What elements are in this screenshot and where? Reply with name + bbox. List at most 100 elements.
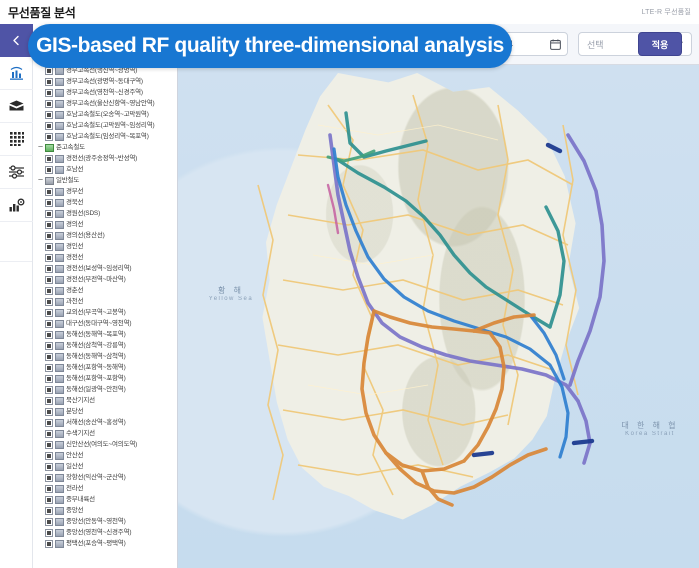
tree-item[interactable]: 수색기지선 — [36, 428, 175, 439]
collapse-sidebar-button[interactable] — [0, 24, 33, 57]
layer-checkbox[interactable] — [45, 253, 53, 262]
tree-item[interactable]: 중앙선 — [36, 505, 175, 516]
layer-checkbox[interactable] — [45, 198, 53, 207]
layer-checkbox[interactable] — [45, 429, 53, 438]
layer-checkbox[interactable] — [45, 517, 53, 526]
tree-item[interactable]: 동해선(삼척역~강릉역) — [36, 340, 175, 351]
layer-checkbox[interactable] — [45, 297, 53, 306]
tree-group[interactable]: ─ 준고속철도 — [36, 142, 175, 153]
layer-checkbox[interactable] — [45, 385, 53, 394]
tree-item[interactable]: 호남고속철도(고막원역~임성리역) — [36, 120, 175, 131]
tree-item[interactable]: 과천선 — [36, 296, 175, 307]
tree-item[interactable]: 신안산선(여의도~여의도역) — [36, 439, 175, 450]
layer-checkbox[interactable] — [45, 110, 53, 119]
layer-checkbox[interactable] — [45, 154, 53, 163]
sea-label-korea-strait: 대 한 해 협 Korea Strait — [607, 420, 693, 437]
tree-item[interactable]: 경전선(보성역~임성리역) — [36, 263, 175, 274]
layer-checkbox[interactable] — [45, 330, 53, 339]
tree-item[interactable]: 경전선 — [36, 252, 175, 263]
layer-checkbox[interactable] — [45, 99, 53, 108]
layer-checkbox[interactable] — [45, 451, 53, 460]
layer-checkbox[interactable] — [45, 528, 53, 537]
layer-checkbox[interactable] — [45, 77, 53, 86]
layer-checkbox[interactable] — [45, 264, 53, 273]
layer-checkbox[interactable] — [45, 187, 53, 196]
terrain-shading — [262, 73, 580, 520]
tree-item[interactable]: 경부고속선(광명역~동대구역) — [36, 76, 175, 87]
tree-item[interactable]: 경춘선 — [36, 285, 175, 296]
layer-checkbox[interactable] — [45, 242, 53, 251]
layer-checkbox[interactable] — [45, 319, 53, 328]
tree-item[interactable]: 경부고속선(영천역~신경주역) — [36, 87, 175, 98]
rail-item-matrix[interactable] — [0, 123, 33, 156]
tree-group[interactable]: ─ 일반철도 — [36, 175, 175, 186]
tree-item[interactable]: 경의선(용산선) — [36, 230, 175, 241]
layer-checkbox[interactable] — [45, 88, 53, 97]
layer-checkbox[interactable] — [45, 407, 53, 416]
layer-checkbox[interactable] — [45, 231, 53, 240]
tree-item[interactable]: 중앙선(영천역~신경주역) — [36, 527, 175, 538]
tree-item[interactable]: 동해선(동해역~삼척역) — [36, 351, 175, 362]
tree-item[interactable]: 호남선 — [36, 164, 175, 175]
rail-item-chart-settings[interactable] — [0, 189, 33, 222]
tree-item[interactable]: 호남고속철도(임성리역~목포역) — [36, 131, 175, 142]
layer-checkbox[interactable] — [45, 495, 53, 504]
rail-item-analytics[interactable] — [0, 57, 33, 90]
layer-checkbox[interactable] — [45, 341, 53, 350]
layer-checkbox[interactable] — [45, 121, 53, 130]
tree-item[interactable]: 일산선 — [36, 461, 175, 472]
tree-item[interactable]: 동해선(동해역~목포역) — [36, 329, 175, 340]
layer-checkbox[interactable] — [45, 308, 53, 317]
layer-checkbox[interactable] — [45, 396, 53, 405]
tree-item[interactable]: 경전선(광주송정역~반성역) — [36, 153, 175, 164]
layer-checkbox[interactable] — [45, 352, 53, 361]
tree-item[interactable]: 경인선 — [36, 241, 175, 252]
rail-item-report[interactable] — [0, 90, 33, 123]
layer-checkbox[interactable] — [45, 363, 53, 372]
tree-item[interactable]: 장항선(익산역~군산역) — [36, 472, 175, 483]
tree-toggle-icon[interactable]: ─ — [38, 176, 43, 184]
layer-checkbox[interactable] — [45, 165, 53, 174]
gis-map[interactable]: 황 해 Yellow Sea 대 한 해 협 Korea Strait — [178, 65, 699, 568]
layer-checkbox[interactable] — [45, 209, 53, 218]
tree-item[interactable]: 경의선 — [36, 219, 175, 230]
layer-checkbox[interactable] — [45, 286, 53, 295]
tree-item[interactable]: 안산선 — [36, 450, 175, 461]
layer-checkbox[interactable] — [45, 539, 53, 548]
tree-item[interactable]: 중부내륙선 — [36, 494, 175, 505]
rail-item-filters[interactable] — [0, 156, 33, 189]
tree-item[interactable]: 서해선(송산역~홍성역) — [36, 417, 175, 428]
tree-item[interactable]: 경부선 — [36, 186, 175, 197]
layer-checkbox[interactable] — [45, 374, 53, 383]
tree-item[interactable]: 묵산기지선 — [36, 395, 175, 406]
layer-tree-panel[interactable]: ─고속철도경부고속선(행신역~광명역)경부고속선(광명역~동대구역)경부고속선(… — [33, 24, 178, 568]
tree-item[interactable]: 대구선(동대구역~영천역) — [36, 318, 175, 329]
layer-checkbox[interactable] — [45, 506, 53, 515]
layer-checkbox[interactable] — [45, 220, 53, 229]
tree-item[interactable]: 교외선(부곡역~고봉역) — [36, 307, 175, 318]
tree-item-label: 경의선 — [66, 221, 84, 228]
tree-item[interactable]: 평택선(포승역~평택역) — [36, 538, 175, 549]
apply-button[interactable]: 적용 — [638, 32, 682, 56]
tree-item[interactable]: 중앙선(안동역~영천역) — [36, 516, 175, 527]
tree-item[interactable]: 호남고속철도(오송역~고막원역) — [36, 109, 175, 120]
layer-checkbox[interactable] — [45, 440, 53, 449]
layer-checkbox[interactable] — [45, 473, 53, 482]
tree-toggle-icon[interactable]: ─ — [38, 143, 43, 151]
tree-item[interactable]: 동해선(포항역~동해역) — [36, 362, 175, 373]
tree-item[interactable]: 동해선(일광역~안천역) — [36, 384, 175, 395]
tree-item[interactable]: 경원선(SDS) — [36, 208, 175, 219]
layer-checkbox[interactable] — [45, 462, 53, 471]
tree-item[interactable]: 전라선 — [36, 483, 175, 494]
tree-item[interactable]: 동해선(포항역~포항역) — [36, 373, 175, 384]
tree-item[interactable]: 분당선 — [36, 406, 175, 417]
tree-item[interactable]: 경북선 — [36, 197, 175, 208]
tree-item[interactable]: 경전선(부전역~마산역) — [36, 274, 175, 285]
layer-checkbox[interactable] — [45, 418, 53, 427]
layer-checkbox[interactable] — [45, 275, 53, 284]
layer-checkbox[interactable] — [45, 132, 53, 141]
layer-checkbox[interactable] — [45, 484, 53, 493]
sliders-icon — [9, 165, 24, 179]
tree-item-label: 평택선(포승역~평택역) — [66, 540, 126, 547]
tree-item[interactable]: 경부고속선(울산신항역~영남안역) — [36, 98, 175, 109]
